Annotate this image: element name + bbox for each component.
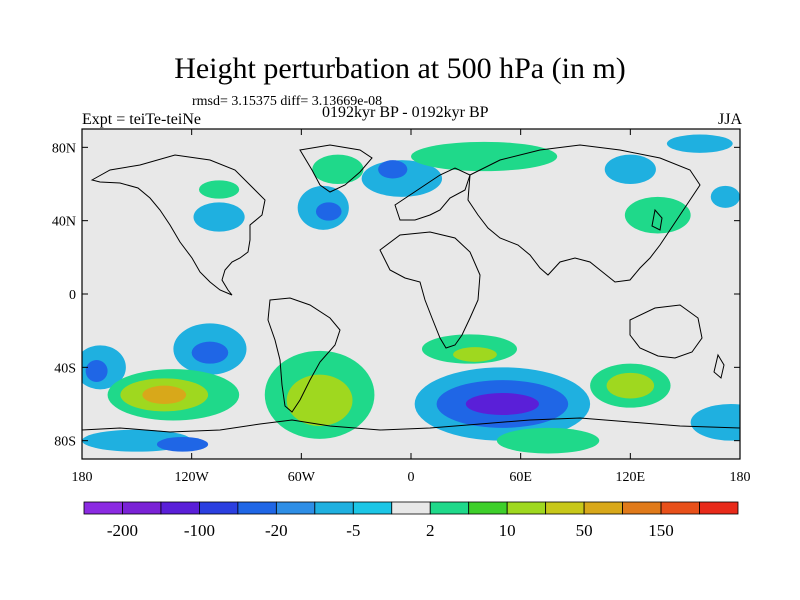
- lon-tick-label: 120E: [616, 470, 646, 485]
- coastline-japan: [651, 208, 663, 231]
- colorbar-label: -20: [265, 521, 288, 540]
- lat-tick-label: 0: [69, 288, 76, 303]
- lat-tick-label: 80S: [54, 435, 76, 450]
- anomaly-region: [411, 141, 558, 172]
- coastline-south-america: [267, 297, 341, 413]
- anomaly-region: [465, 393, 539, 415]
- anomaly-region: [378, 160, 408, 179]
- colorbar-box: [429, 501, 470, 515]
- period-label: 0192kyr BP - 0192kyr BP: [322, 104, 489, 121]
- colorbar-box: [583, 501, 623, 515]
- plot-title: Height perturbation at 500 hPa (in m): [174, 52, 626, 85]
- anomaly-region: [606, 372, 655, 399]
- coastline-europe: [394, 167, 471, 221]
- anomaly-region: [315, 202, 342, 221]
- lon-tick-label: 120W: [175, 470, 210, 485]
- stats-line: rmsd= 3.15375 diff= 3.13669e-08: [192, 94, 383, 109]
- colorbar-label: -200: [107, 521, 138, 540]
- colorbar-box: [83, 501, 123, 515]
- colorbar-box: [352, 501, 393, 515]
- coastline-antarctica: [82, 417, 740, 433]
- lat-tick-label: 80N: [52, 141, 76, 156]
- lon-tick-label: 180: [730, 470, 751, 485]
- colorbar-box: [314, 501, 354, 515]
- colorbar-box: [660, 501, 700, 515]
- lat-tick-label: 40N: [52, 215, 76, 230]
- lon-tick-label: 60E: [509, 470, 532, 485]
- anomaly-region: [85, 360, 108, 382]
- anomaly-region: [666, 134, 733, 153]
- colorbar-label: 150: [648, 521, 674, 540]
- anomaly-region: [156, 437, 209, 452]
- coastline-africa: [379, 231, 481, 349]
- colorbar-label: 2: [426, 521, 435, 540]
- lon-tick-label: 0: [408, 470, 415, 485]
- anomaly-region: [286, 374, 353, 427]
- anomaly-region: [453, 347, 497, 362]
- anomaly-region: [198, 180, 240, 199]
- anomaly-region: [710, 185, 740, 208]
- coastline-new-zealand: [713, 353, 725, 379]
- colorbar-label: 50: [576, 521, 593, 540]
- lon-tick-label: 60W: [288, 470, 316, 485]
- coastlines: [82, 144, 740, 433]
- colorbar-box: [622, 501, 662, 515]
- colorbar: -200 -100 -20 -5 2 10 50 150: [83, 501, 739, 540]
- experiment-label: Expt = teiTe-teiNe: [82, 111, 201, 128]
- anomaly-region: [690, 404, 740, 441]
- colorbar-box: [506, 501, 547, 515]
- season-label: JJA: [717, 111, 742, 128]
- colorbar-label: -100: [184, 521, 215, 540]
- colorbar-box: [199, 501, 239, 515]
- colorbar-box: [160, 501, 200, 515]
- coastline-asia: [467, 144, 701, 283]
- colorbar-box: [275, 501, 316, 515]
- colorbar-box: [468, 501, 508, 515]
- coastline-greenland: [299, 144, 373, 193]
- coastline-north-america: [90, 154, 266, 296]
- anomaly-region: [604, 154, 656, 184]
- anomaly-region: [191, 341, 229, 364]
- colorbar-box: [237, 501, 277, 515]
- anomaly-field: [82, 134, 740, 454]
- colorbar-box: [122, 501, 162, 515]
- colorbar-box: [391, 501, 431, 515]
- anomaly-region: [312, 154, 364, 184]
- latitude-axis: 80N 40N 0 40S 80S: [52, 141, 740, 450]
- anomaly-region: [624, 196, 691, 234]
- anomaly-region: [496, 427, 600, 454]
- colorbar-box: [699, 501, 739, 515]
- colorbar-label: 10: [499, 521, 516, 540]
- anomaly-region: [193, 202, 245, 232]
- longitude-axis: 180 120W 60W 0 60E 120E 180: [72, 129, 751, 485]
- anomaly-region: [142, 385, 187, 405]
- lat-tick-label: 40S: [54, 361, 76, 376]
- colorbar-box: [545, 501, 585, 515]
- coastline-australia: [629, 304, 703, 359]
- colorbar-label: -5: [346, 521, 360, 540]
- lon-tick-label: 180: [72, 470, 93, 485]
